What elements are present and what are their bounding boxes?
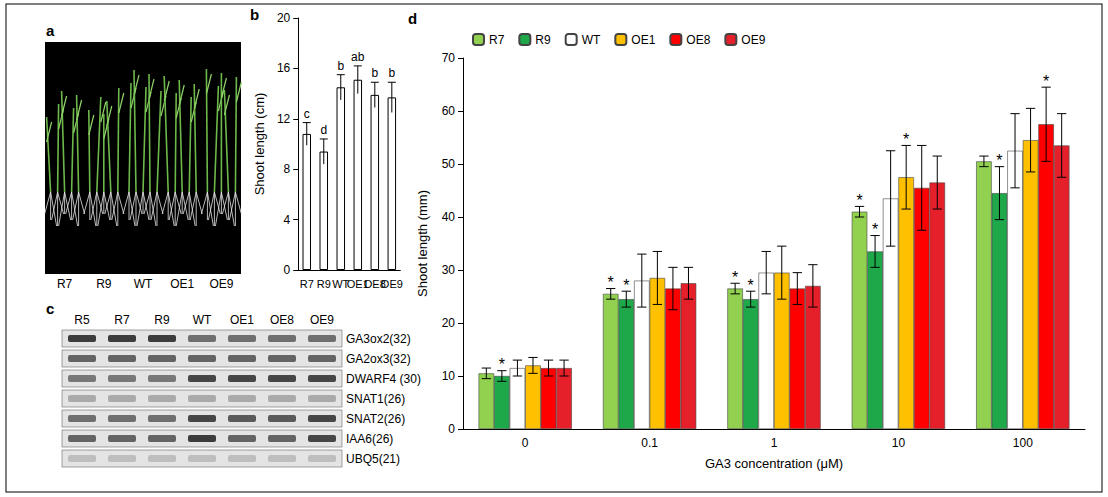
svg-text:b: b	[388, 66, 395, 80]
svg-text:*: *	[748, 277, 754, 294]
svg-text:GA2ox3(32): GA2ox3(32)	[346, 352, 411, 366]
svg-text:OE1: OE1	[230, 313, 254, 327]
svg-text:R7: R7	[300, 278, 314, 290]
svg-text:WT: WT	[193, 313, 212, 327]
svg-text:*: *	[608, 274, 614, 291]
svg-text:GA3ox2(32): GA3ox2(32)	[346, 332, 411, 346]
svg-text:8: 8	[284, 162, 291, 176]
svg-text:50: 50	[442, 157, 456, 171]
svg-text:*: *	[996, 152, 1002, 169]
svg-text:*: *	[623, 277, 629, 294]
svg-text:R7: R7	[489, 33, 505, 47]
svg-text:b: b	[371, 66, 378, 80]
svg-text:30: 30	[442, 263, 456, 277]
svg-text:R5: R5	[74, 313, 90, 327]
svg-text:0: 0	[284, 263, 291, 277]
svg-text:WT: WT	[332, 277, 350, 290]
svg-text:10: 10	[442, 369, 456, 383]
svg-text:R7: R7	[114, 313, 130, 327]
html-text:c: c	[46, 300, 55, 317]
svg-text:40: 40	[442, 210, 456, 224]
svg-text:OE1: OE1	[170, 277, 194, 291]
svg-text:4: 4	[284, 213, 291, 227]
svg-text:0.1: 0.1	[641, 436, 658, 450]
svg-text:DWARF4 (30): DWARF4 (30)	[346, 372, 421, 386]
svg-text:Shoot length (cm): Shoot length (cm)	[252, 93, 267, 196]
svg-text:d: d	[320, 123, 327, 137]
svg-text:SNAT1(26): SNAT1(26)	[346, 392, 405, 406]
svg-text:100: 100	[1013, 436, 1033, 450]
svg-text:OE8: OE8	[686, 33, 710, 47]
svg-text:c: c	[304, 107, 310, 121]
svg-text:*: *	[732, 269, 738, 286]
svg-text:OE9: OE9	[741, 33, 765, 47]
svg-text:WT: WT	[582, 33, 601, 47]
svg-text:GA3 concentration (μM): GA3 concentration (μM)	[705, 456, 843, 471]
svg-text:R9: R9	[535, 33, 551, 47]
svg-text:12: 12	[277, 112, 291, 126]
svg-text:R9: R9	[96, 277, 112, 291]
svg-text:OE1: OE1	[631, 33, 655, 47]
svg-text:OE9: OE9	[310, 313, 334, 327]
svg-text:*: *	[499, 356, 505, 373]
svg-text:60: 60	[442, 104, 456, 118]
svg-text:OE1: OE1	[346, 277, 369, 290]
svg-text:IAA6(26): IAA6(26)	[346, 432, 393, 446]
svg-text:WT: WT	[134, 277, 153, 291]
svg-text:R7: R7	[57, 277, 73, 291]
svg-text:R9: R9	[154, 313, 170, 327]
svg-text:Shoot length (mm): Shoot length (mm)	[415, 190, 430, 297]
svg-text:b: b	[337, 59, 344, 73]
svg-text:20: 20	[277, 11, 291, 25]
svg-text:OE8: OE8	[363, 277, 386, 290]
svg-text:0: 0	[448, 422, 455, 436]
svg-text:20: 20	[442, 316, 456, 330]
html-text:b: b	[250, 6, 260, 23]
svg-text:*: *	[1043, 73, 1049, 90]
svg-text:SNAT2(26): SNAT2(26)	[346, 412, 405, 426]
svg-text:1: 1	[771, 436, 778, 450]
svg-text:OE9: OE9	[209, 277, 233, 291]
svg-text:0: 0	[522, 436, 529, 450]
html-text:a: a	[46, 22, 55, 39]
svg-text:*: *	[856, 192, 862, 209]
svg-text:ab: ab	[351, 50, 365, 64]
svg-text:UBQ5(21): UBQ5(21)	[346, 452, 400, 466]
svg-text:OE9: OE9	[381, 278, 403, 290]
svg-text:OE8: OE8	[270, 313, 294, 327]
svg-text:*: *	[903, 131, 909, 148]
svg-text:10: 10	[892, 436, 906, 450]
svg-text:70: 70	[442, 51, 456, 65]
svg-text:R9: R9	[317, 278, 331, 290]
svg-text:*: *	[872, 221, 878, 238]
html-text:d: d	[408, 10, 418, 27]
svg-text:16: 16	[277, 61, 291, 75]
